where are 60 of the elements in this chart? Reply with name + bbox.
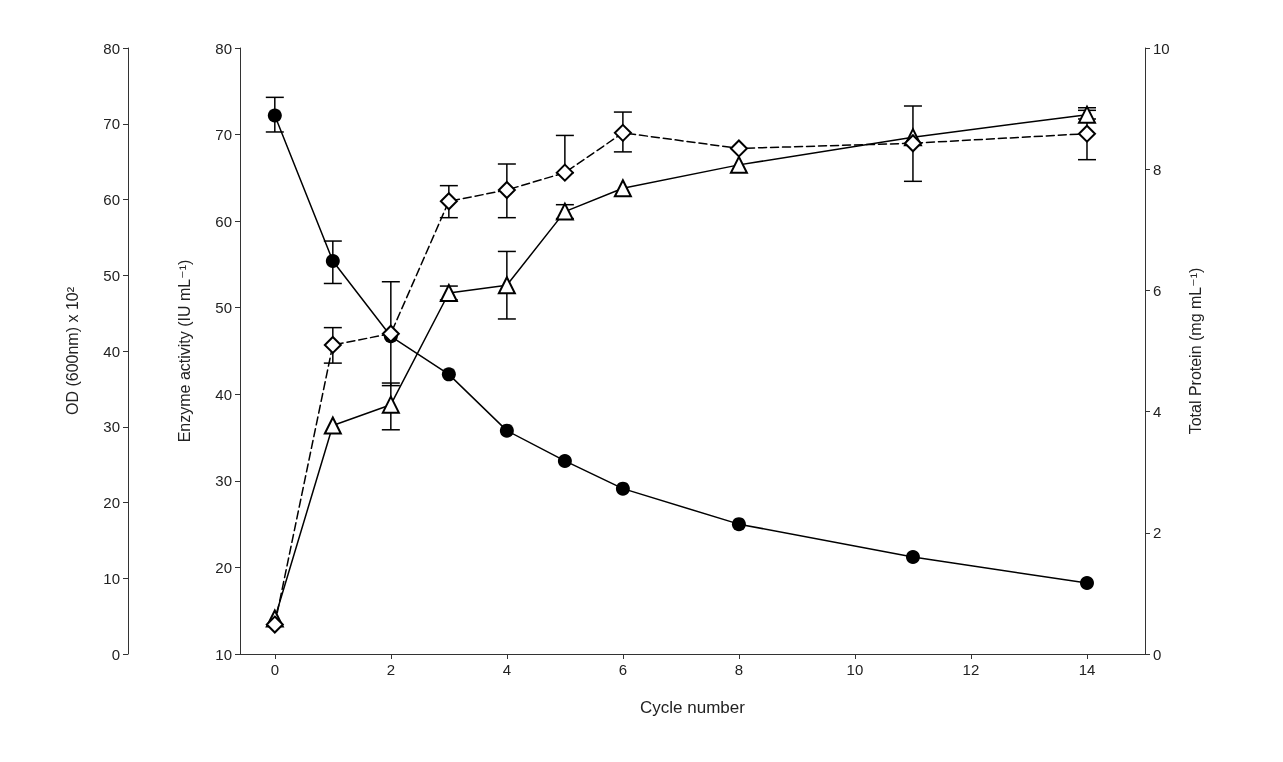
point [439, 192, 458, 211]
point [267, 108, 282, 123]
point [1077, 124, 1096, 143]
point [615, 481, 630, 496]
point [729, 155, 748, 174]
y-tick-label: 70 [215, 126, 232, 144]
y2-tick-label: 4 [1153, 403, 1162, 421]
x-tick-label: 0 [270, 661, 279, 678]
x-axis-title: Cycle number [640, 698, 746, 717]
y-tick-label: 30 [215, 472, 232, 490]
point [1077, 105, 1096, 124]
point [381, 324, 400, 343]
y-tick-label: 10 [215, 645, 232, 663]
point [555, 163, 574, 182]
y3-tick-label: 70 [103, 115, 120, 133]
y3-tick-label: 10 [103, 569, 120, 587]
y3-tick-label: 20 [103, 494, 120, 511]
point [323, 335, 342, 354]
y2-axis-title: Total Protein (mg mL⁻¹) [1186, 267, 1204, 435]
x-tick-label: 8 [734, 661, 744, 678]
point [903, 134, 922, 153]
y-tick-label: 80 [215, 39, 232, 57]
y3-tick-label: 80 [103, 39, 120, 57]
y3-tick-label: 60 [103, 191, 120, 208]
point [265, 615, 284, 634]
x-tick-label: 4 [502, 661, 512, 678]
x-tick-label: 12 [962, 661, 980, 678]
y3-tick-label: 40 [103, 342, 120, 360]
x-tick-label: 10 [846, 661, 864, 678]
point [499, 423, 514, 438]
point [557, 453, 572, 468]
y-axis-title: Enzyme activity (IU mL⁻¹) [175, 259, 193, 443]
y3-tick-label: 0 [111, 645, 120, 663]
y3-tick-label: 30 [103, 418, 120, 436]
point [905, 550, 920, 565]
x-tick-label: 6 [618, 661, 628, 678]
point [613, 123, 632, 142]
point [497, 276, 516, 295]
y2-tick-label: 6 [1153, 281, 1162, 299]
y-tick-label: 40 [215, 385, 232, 403]
point [441, 367, 456, 382]
y3-axis-title: OD (600nm) x 10² [63, 286, 81, 416]
y2-tick-label: 2 [1153, 524, 1162, 542]
x-tick-label: 2 [386, 661, 396, 678]
point [381, 395, 400, 414]
y-tick-label: 60 [215, 212, 232, 230]
y2-tick-label: 0 [1153, 645, 1162, 663]
point [1080, 576, 1094, 591]
point [497, 180, 516, 199]
point [729, 139, 748, 158]
point [613, 179, 632, 198]
x-tick-label: 14 [1078, 661, 1096, 678]
y3-tick-label: 50 [103, 266, 120, 284]
y2-tick-label: 10 [1153, 39, 1170, 57]
point [731, 517, 746, 532]
point [323, 416, 342, 435]
y-tick-label: 50 [215, 299, 232, 317]
y2-tick-label: 8 [1153, 160, 1162, 178]
point [325, 253, 340, 268]
y-tick-label: 20 [215, 558, 232, 576]
